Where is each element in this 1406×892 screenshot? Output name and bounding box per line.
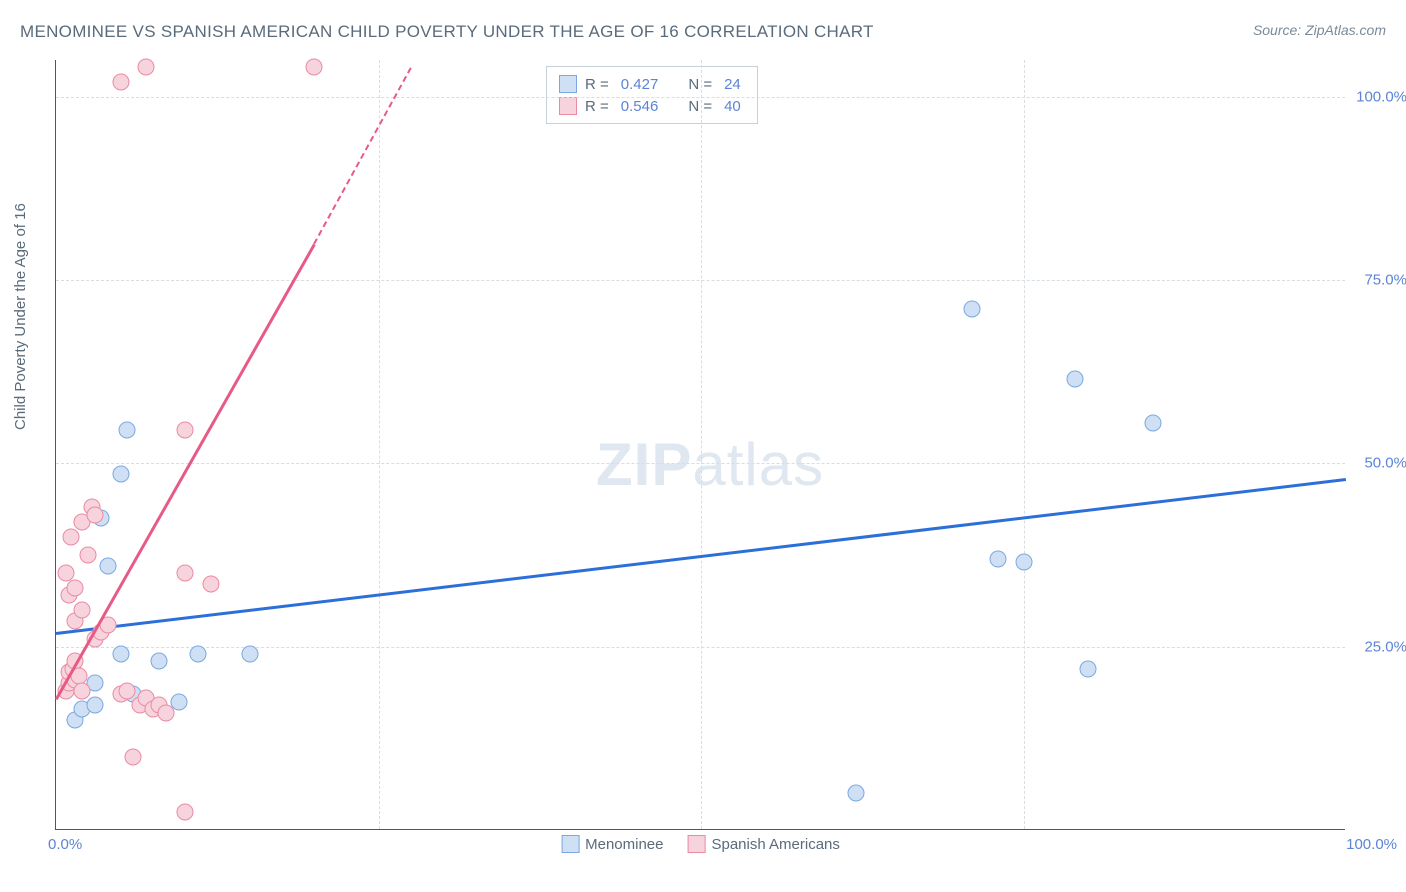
gridline-v	[701, 60, 702, 829]
scatter-point	[989, 550, 1006, 567]
scatter-point	[177, 803, 194, 820]
legend-row: R =0.546N =40	[559, 95, 745, 117]
scatter-point	[118, 422, 135, 439]
correlation-legend: R =0.427N =24R =0.546N =40	[546, 66, 758, 124]
legend-swatch	[687, 835, 705, 853]
scatter-point	[73, 602, 90, 619]
y-tick-label: 25.0%	[1364, 638, 1406, 655]
legend-n-value: 40	[724, 98, 741, 115]
scatter-point	[157, 704, 174, 721]
scatter-point	[189, 646, 206, 663]
scatter-point	[963, 301, 980, 318]
scatter-point	[241, 646, 258, 663]
legend-r-label: R =	[585, 76, 609, 93]
gridline-v	[1024, 60, 1025, 829]
series-legend: Menominee Spanish Americans	[561, 835, 840, 853]
scatter-point	[63, 528, 80, 545]
scatter-point	[202, 576, 219, 593]
scatter-point	[86, 506, 103, 523]
series-legend-label: Spanish Americans	[711, 836, 839, 853]
scatter-point	[138, 59, 155, 76]
gridline-v	[379, 60, 380, 829]
series-legend-item: Menominee	[561, 835, 663, 853]
legend-r-label: R =	[585, 98, 609, 115]
y-tick-label: 75.0%	[1364, 272, 1406, 289]
y-tick-label: 100.0%	[1356, 88, 1406, 105]
scatter-point	[306, 59, 323, 76]
scatter-point	[80, 547, 97, 564]
source-attribution: Source: ZipAtlas.com	[1253, 22, 1386, 38]
scatter-point	[125, 748, 142, 765]
y-axis-label: Child Poverty Under the Age of 16	[12, 203, 29, 430]
scatter-point	[73, 682, 90, 699]
scatter-point	[86, 697, 103, 714]
scatter-point	[1144, 415, 1161, 432]
trend-line	[55, 244, 315, 700]
trend-line	[313, 68, 411, 245]
scatter-point	[1015, 554, 1032, 571]
scatter-point	[847, 785, 864, 802]
scatter-point	[112, 74, 129, 91]
scatter-point	[58, 565, 75, 582]
scatter-point	[99, 558, 116, 575]
scatter-point	[112, 466, 129, 483]
legend-r-value: 0.546	[621, 98, 659, 115]
chart-title: MENOMINEE VS SPANISH AMERICAN CHILD POVE…	[20, 22, 874, 42]
y-tick-label: 50.0%	[1364, 455, 1406, 472]
scatter-point	[177, 565, 194, 582]
scatter-point	[67, 580, 84, 597]
legend-row: R =0.427N =24	[559, 73, 745, 95]
series-legend-item: Spanish Americans	[687, 835, 839, 853]
legend-swatch	[559, 97, 577, 115]
scatter-point	[177, 422, 194, 439]
scatter-point	[112, 646, 129, 663]
legend-n-value: 24	[724, 76, 741, 93]
legend-r-value: 0.427	[621, 76, 659, 93]
scatter-point	[151, 653, 168, 670]
x-tick-label: 100.0%	[1346, 836, 1397, 853]
series-legend-label: Menominee	[585, 836, 663, 853]
scatter-point	[118, 682, 135, 699]
scatter-point	[1080, 660, 1097, 677]
legend-swatch	[561, 835, 579, 853]
scatter-point	[1067, 371, 1084, 388]
watermark: ZIPatlas	[596, 430, 824, 499]
x-tick-label: 0.0%	[48, 836, 82, 853]
plot-area: ZIPatlas R =0.427N =24R =0.546N =40 Meno…	[55, 60, 1345, 830]
legend-swatch	[559, 75, 577, 93]
